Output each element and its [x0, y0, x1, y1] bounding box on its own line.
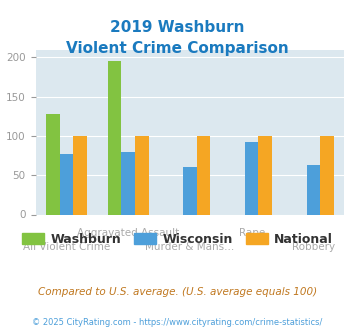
- Text: © 2025 CityRating.com - https://www.cityrating.com/crime-statistics/: © 2025 CityRating.com - https://www.city…: [32, 318, 323, 327]
- Bar: [108, 61, 121, 214]
- Text: Rape: Rape: [239, 228, 265, 238]
- Text: All Violent Crime: All Violent Crime: [23, 242, 110, 252]
- Legend: Washburn, Wisconsin, National: Washburn, Wisconsin, National: [17, 228, 338, 251]
- Text: Violent Crime Comparison: Violent Crime Comparison: [66, 41, 289, 56]
- Bar: [73, 136, 87, 214]
- Text: Compared to U.S. average. (U.S. average equals 100): Compared to U.S. average. (U.S. average …: [38, 287, 317, 297]
- Text: Aggravated Assault: Aggravated Assault: [77, 228, 179, 238]
- Bar: [60, 154, 73, 214]
- Bar: [135, 136, 148, 214]
- Bar: [320, 136, 334, 214]
- Text: Robbery: Robbery: [292, 242, 335, 252]
- Bar: [183, 167, 197, 214]
- Text: Murder & Mans...: Murder & Mans...: [145, 242, 235, 252]
- Bar: [197, 136, 210, 214]
- Bar: [245, 142, 258, 214]
- Bar: [258, 136, 272, 214]
- Bar: [46, 114, 60, 214]
- Bar: [121, 152, 135, 214]
- Bar: [307, 165, 320, 214]
- Text: 2019 Washburn: 2019 Washburn: [110, 20, 245, 35]
